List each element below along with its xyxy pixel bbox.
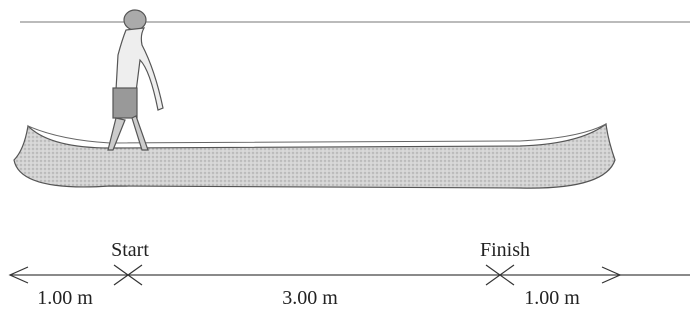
dimension-label: 1.00 m — [37, 287, 93, 309]
dimension-label: 3.00 m — [282, 287, 338, 309]
canoe — [14, 124, 615, 188]
start-label: Start — [111, 239, 149, 261]
person — [108, 10, 163, 150]
finish-label: Finish — [480, 239, 530, 261]
dimension-label: 1.00 m — [524, 287, 580, 309]
diagram: Start Finish 1.00 m 3.00 m 1.00 m — [0, 0, 690, 310]
